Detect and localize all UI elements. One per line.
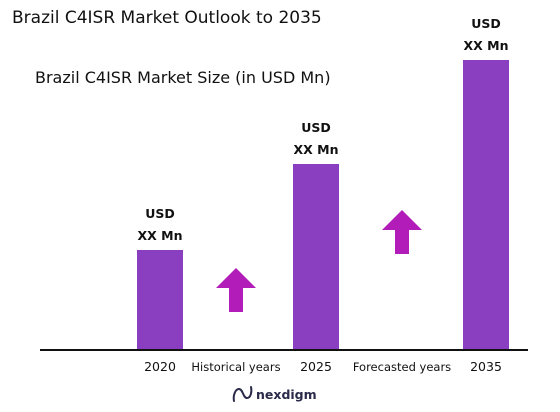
data-label-2020-line-1: USD	[145, 206, 175, 221]
data-label-2025-line-1: USD	[301, 120, 331, 135]
tick-label-2035: 2035	[470, 359, 502, 374]
brand-name: nexdigm	[256, 387, 317, 402]
bars-layer: USD XX Mn USD XX Mn USD XX Mn	[137, 16, 509, 350]
brand-logo: nexdigm	[232, 386, 317, 402]
nexdigm-logo-icon	[232, 386, 253, 402]
period-label-historical: Historical years	[191, 360, 280, 374]
tick-label-2025: 2025	[300, 359, 332, 374]
period-label-forecasted: Forecasted years	[353, 360, 451, 374]
tick-labels: 2020 2025 2035	[144, 359, 502, 374]
tick-label-2020: 2020	[144, 359, 176, 374]
up-arrow-icon	[382, 210, 422, 254]
bar-2025	[293, 164, 339, 350]
up-arrow-icon	[216, 268, 256, 312]
data-label-2035-line-2: XX Mn	[464, 38, 509, 53]
data-label-2035-line-1: USD	[471, 16, 501, 31]
chart-title: Brazil C4ISR Market Outlook to 2035	[12, 8, 322, 28]
chart-subtitle: Brazil C4ISR Market Size (in USD Mn)	[35, 68, 331, 87]
data-label-2020-line-2: XX Mn	[138, 228, 183, 243]
bar-2020	[137, 250, 183, 350]
annotations-layer: Historical years Forecasted years	[191, 210, 451, 374]
bar-2035	[463, 60, 509, 350]
data-label-2025-line-2: XX Mn	[294, 142, 339, 157]
